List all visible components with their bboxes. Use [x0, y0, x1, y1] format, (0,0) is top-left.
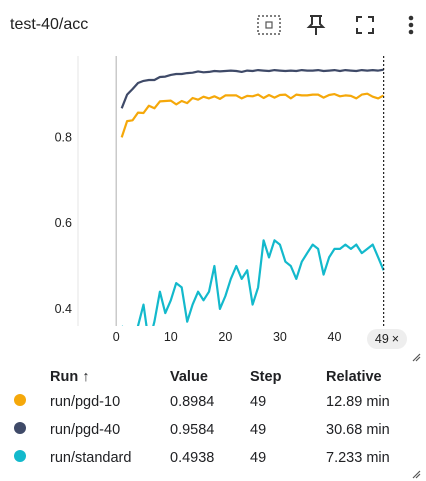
value-cell: 0.8984: [170, 394, 215, 410]
step-cell: 49: [250, 450, 267, 466]
y-tick-label: 0.6: [55, 216, 72, 230]
x-tick-label: 0: [113, 330, 120, 344]
more-vert-icon: [408, 15, 414, 35]
value-cell: 0.9584: [170, 422, 215, 438]
series-line-1: [120, 68, 384, 109]
run-name-cell: run/pgd-10: [50, 394, 121, 410]
runs-table: Run ↑ Value Step Relative run/pgd-10 0.89…: [14, 366, 416, 472]
y-tick-label: 0.8: [55, 130, 72, 144]
x-tick-label: 20: [218, 330, 232, 344]
table-row[interactable]: run/pgd-10 0.8984 49 12.89 min: [14, 388, 416, 416]
chart-resize-handle-icon[interactable]: [411, 352, 421, 362]
line-chart[interactable]: 0.4 0.6 0.8 0 10 20 30 40: [0, 50, 426, 356]
run-color-swatch: [14, 394, 26, 406]
fullscreen-button[interactable]: [352, 12, 378, 38]
more-options-button[interactable]: [398, 12, 424, 38]
y-tick-label: 0.4: [55, 302, 72, 316]
fit-domain-button[interactable]: [256, 12, 282, 38]
x-readout-chip[interactable]: 49 ×: [367, 329, 407, 349]
x-readout-value: 49: [374, 332, 389, 346]
series-line-0: [120, 92, 385, 138]
pin-icon: [306, 15, 326, 35]
column-header-value[interactable]: Value: [170, 369, 208, 385]
x-tick-label: 10: [164, 330, 178, 344]
step-cell: 49: [250, 394, 267, 410]
x-readout-close-icon[interactable]: ×: [391, 332, 400, 346]
card-title: test-40/acc: [10, 16, 89, 33]
fit-domain-icon: [257, 15, 281, 35]
column-header-run[interactable]: Run ↑: [50, 369, 90, 385]
run-color-swatch: [14, 422, 26, 434]
relative-cell: 30.68 min: [326, 422, 390, 438]
column-header-step[interactable]: Step: [250, 369, 282, 385]
series-line-2: [121, 239, 385, 326]
run-name-cell: run/standard: [50, 450, 132, 466]
run-name-cell: run/pgd-40: [50, 422, 121, 438]
run-color-swatch: [14, 450, 26, 462]
table-row[interactable]: run/pgd-40 0.9584 49 30.68 min: [14, 416, 416, 444]
pin-button[interactable]: [303, 12, 329, 38]
step-cell: 49: [250, 422, 267, 438]
value-cell: 0.4938: [170, 450, 215, 466]
fullscreen-icon: [356, 16, 374, 34]
table-resize-handle-icon[interactable]: [411, 469, 421, 479]
relative-cell: 12.89 min: [326, 394, 390, 410]
table-row[interactable]: run/standard 0.4938 49 7.233 min: [14, 444, 416, 472]
table-header-row: Run ↑ Value Step Relative: [14, 366, 416, 388]
x-tick-label: 30: [273, 330, 287, 344]
column-header-relative[interactable]: Relative: [326, 369, 382, 385]
relative-cell: 7.233 min: [326, 450, 390, 466]
x-tick-label: 40: [328, 330, 342, 344]
